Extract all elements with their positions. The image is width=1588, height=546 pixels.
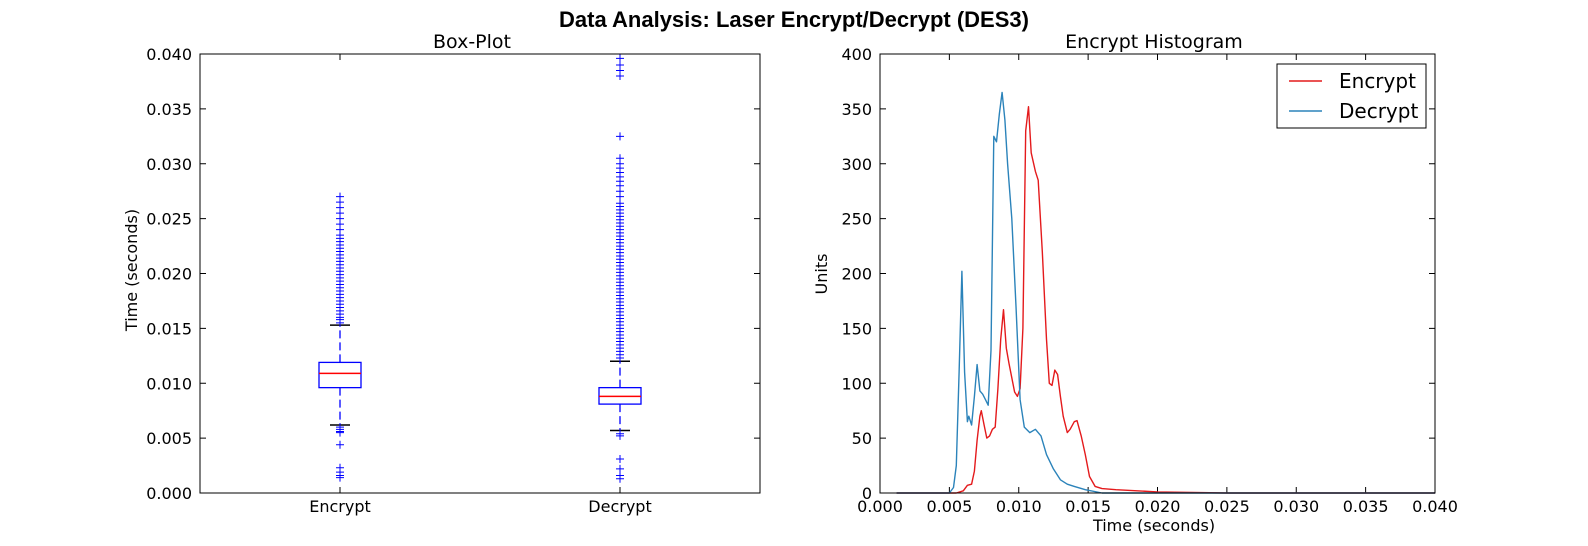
y-tick-label: 0.030	[146, 155, 192, 174]
histogram-legend: Encrypt Decrypt	[1276, 63, 1427, 129]
y-tick-label: 100	[841, 374, 872, 393]
histogram-panel: Encrypt Histogram Units Time (seconds) 0…	[812, 31, 1458, 535]
y-tick-label: 150	[841, 319, 872, 338]
y-tick-label: 0.040	[146, 45, 192, 64]
outlier-point	[336, 473, 344, 482]
outlier-point	[616, 431, 624, 440]
y-tick-label: 400	[841, 45, 872, 64]
y-tick-label: 300	[841, 155, 872, 174]
y-tick-label: 0.015	[146, 319, 192, 338]
legend-label-encrypt: Encrypt	[1339, 69, 1416, 93]
outlier-point	[616, 154, 624, 163]
outlier-point	[336, 428, 344, 437]
box-plot-frame	[199, 53, 761, 494]
box-plot-panel: Box-Plot Time (seconds) 0.0000.0050.0100…	[122, 31, 761, 516]
box-plot-marks: 0.000 0.005 0.010 0.015 0.020 0.025 0.030 0.035…	[146, 45, 760, 516]
x-tick-label: 0.015	[1065, 497, 1111, 516]
box-plot-ylabel: Time (seconds)	[122, 209, 141, 332]
x-tick-label: 0.035	[1343, 497, 1389, 516]
outlier-point	[616, 454, 624, 463]
x-tick-label: 0.010	[996, 497, 1042, 516]
y-tick-label: 0.010	[146, 374, 192, 393]
y-tick-label: 0.020	[146, 265, 192, 284]
outlier-point	[336, 192, 344, 201]
outlier-point	[616, 132, 624, 141]
outlier-point	[336, 440, 344, 449]
x-tick-label: 0.040	[1412, 497, 1458, 516]
x-tick-label: 0.020	[1135, 497, 1181, 516]
y-tick-label: 0	[862, 484, 872, 503]
x-tick-label: 0.000	[857, 497, 903, 516]
series-line-encrypt	[896, 105, 1435, 494]
y-tick-label: 350	[841, 100, 872, 119]
legend-box	[1276, 63, 1427, 129]
x-tick-label-decrypt: Decrypt	[588, 497, 651, 516]
series-line-decrypt	[896, 91, 1435, 494]
box-plot-title: Box-Plot	[433, 31, 511, 53]
box-encrypt	[318, 361, 362, 389]
y-tick-label: 200	[841, 265, 872, 284]
y-tick-label: 0.035	[146, 100, 192, 119]
y-tick-label: 0.000	[146, 484, 192, 503]
histogram-frame	[879, 53, 1436, 494]
x-tick-label: 0.030	[1273, 497, 1319, 516]
histogram-xlabel: Time (seconds)	[1092, 516, 1215, 535]
y-tick-label: 0.025	[146, 210, 192, 229]
x-tick-label: 0.025	[1204, 497, 1250, 516]
histogram-marks: 0.000 0.005 0.010 0.015 0.020 0.025 0.030 0.035…	[841, 45, 1457, 516]
histogram-title: Encrypt Histogram	[1065, 31, 1243, 53]
x-tick-label: 0.005	[926, 497, 972, 516]
x-tick-label-encrypt: Encrypt	[309, 497, 371, 516]
y-tick-label: 250	[841, 210, 872, 229]
figure-suptitle: Data Analysis: Laser Encrypt/Decrypt (DE…	[559, 7, 1029, 32]
outlier-point	[616, 474, 624, 483]
y-tick-label: 0.005	[146, 429, 192, 448]
histogram-ylabel: Units	[812, 254, 831, 295]
y-tick-label: 50	[852, 429, 872, 448]
outlier-point	[616, 54, 624, 63]
legend-label-decrypt: Decrypt	[1339, 99, 1418, 123]
